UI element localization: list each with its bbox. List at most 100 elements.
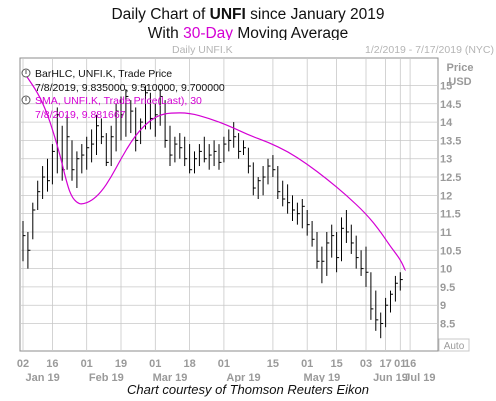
ohlc-bar [203,136,207,163]
ohlc-bar [228,129,232,152]
ohlc-bar [105,133,109,167]
ohlc-bar [252,162,256,196]
sma-legend-line1: SMA, UNFI.K, Trade Price(Last), 30 [35,95,202,107]
title-suffix: since January 2019 [245,6,385,23]
ohlc-bar [316,231,320,269]
chart-title-line-1: Daily Chart of UNFI since January 2019 [0,5,496,24]
y-tick-label: 13.5 [440,135,461,147]
x-month-label: Mar 19 [153,372,188,382]
ohlc-bar [140,118,144,145]
subtitle-highlight: 30-Day [183,25,234,42]
y-tick-label: 10 [440,264,452,276]
ohlc-bar [81,144,85,174]
ohlc-bar [125,89,129,137]
ohlc-bar [51,144,55,185]
ohlc-bar [360,250,364,276]
auto-scale-button[interactable] [438,338,470,352]
ohlc-bar [272,155,276,178]
ohlc-bar [56,107,60,174]
axis-title-usd: USD [448,76,471,88]
ohlc-bar [194,151,197,174]
ohlc-bar [91,129,95,163]
ohlc-bar [189,144,193,174]
y-tick-label: 12.5 [440,172,461,184]
y-tick-label: 11 [440,227,452,239]
ohlc-bars [22,85,403,339]
ohlc-bar [267,158,271,185]
plot-area [19,57,439,352]
ohlc-bar [345,209,349,243]
y-tick-label: 9 [440,300,446,312]
ohlc-bar [385,297,389,328]
ohlc-bar [149,92,153,130]
y-tick-label: 10.5 [440,245,461,257]
ohlc-bar [27,231,31,269]
axis-title-price: Price [447,62,474,74]
y-tick-label: 11.5 [440,209,461,221]
ohlc-bar [76,151,80,189]
ohlc-bar [135,107,139,152]
ohlc-bar [331,224,335,258]
ohlc-bar [218,144,222,170]
x-day-label: 15 [267,358,279,370]
y-tick-label: 9.5 [440,282,455,294]
ohlc-bar [164,100,168,148]
bar-legend-line2: 7/8/2019, 9.835000, 9.510000, 9.700000 [35,82,225,94]
ohlc-bar [71,140,75,181]
chart-title-line-2: With 30-Day Moving Average [0,24,496,43]
ohlc-bar [32,202,36,240]
ohlc-bar [184,136,188,167]
ohlc-bar [257,177,261,200]
ohlc-bar [47,158,50,192]
ohlc-bar [301,199,305,229]
x-month-label: Jan 19 [25,372,59,382]
ohlc-bar [311,220,315,247]
x-day-label: 02 [17,358,29,370]
x-month-label: Feb 19 [89,372,124,382]
legend: BarHLC, UNFI.K, Trade Price 7/8/2019, 9.… [21,68,225,121]
ohlc-bar [306,209,310,236]
x-day-label: 01 [301,358,313,370]
ohlc-bar [375,290,379,331]
ohlc-bar [37,180,41,210]
bar-legend-line1: BarHLC, UNFI.K, Trade Price [35,68,172,80]
x-month-label: Apr 19 [226,372,260,382]
subtitle-suffix: Moving Average [233,25,349,42]
ohlc-bar [154,103,158,137]
ohlc-bar [350,224,354,254]
ohlc-bar [159,89,163,126]
ohlc-bar [96,114,99,156]
ohlc-bar [262,166,266,196]
sma-legend-line2: 7/8/2019, 9.881667 [35,109,126,121]
ohlc-bar [100,118,104,145]
y-tick-label: 13 [440,154,452,166]
ohlc-bar [213,140,217,167]
ohlc-bar [247,147,251,174]
ohlc-bar [399,272,403,291]
chart-header-right: 1/2/2019 - 7/17/2019 (NYC) [365,44,494,56]
y-tick-label: 15 [440,80,452,92]
ohlc-bar [336,231,340,273]
ohlc-bar [66,114,70,170]
ohlc-bar [277,166,281,200]
ohlc-bar [115,103,119,152]
ohlc-bar [110,125,114,167]
ohlc-bar [174,136,178,163]
x-day-label: 19 [115,358,127,370]
ohlc-bar [380,312,384,339]
x-day-label: 01 [81,358,93,370]
price-chart: Daily UNFI.K 1/2/2019 - 7/17/2019 (NYC) … [0,40,496,382]
ohlc-bar [208,144,212,170]
y-tick-label: 14 [440,117,453,129]
ohlc-bar [130,100,134,134]
ohlc-bar [42,166,46,200]
x-day-label: 17 [379,358,391,370]
chart-footer-credit: Chart courtesy of Thomson Reuters Eikon [126,382,370,397]
x-month-label: May 19 [304,372,341,382]
ohlc-bar [223,136,227,163]
ohlc-bar [120,96,124,141]
y-tick-label: 12 [440,190,452,202]
x-month-label: Jul 19 [404,372,435,382]
x-month-label: Jun 19 [373,372,408,382]
ohlc-bar [238,133,242,159]
